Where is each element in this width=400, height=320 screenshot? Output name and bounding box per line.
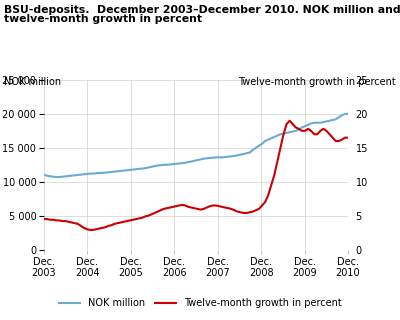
NOK million [115, 169, 120, 173]
Twelve-month growth in percent [226, 206, 231, 210]
Twelve-month growth in percent [287, 119, 292, 123]
Twelve-month growth in percent [346, 136, 350, 140]
Text: NOK million: NOK million [4, 77, 61, 87]
NOK million [54, 175, 59, 179]
Line: NOK million: NOK million [44, 114, 348, 177]
Twelve-month growth in percent [103, 225, 108, 229]
Legend: NOK million, Twelve-month growth in percent: NOK million, Twelve-month growth in perc… [55, 294, 345, 312]
NOK million [226, 155, 231, 159]
Text: twelve-month growth in percent: twelve-month growth in percent [4, 14, 202, 24]
Twelve-month growth in percent [115, 221, 120, 225]
Twelve-month growth in percent [201, 207, 206, 211]
Text: Twelve-month growth in percent: Twelve-month growth in percent [238, 77, 396, 87]
NOK million [346, 112, 350, 116]
NOK million [324, 119, 329, 123]
NOK million [342, 112, 347, 116]
Twelve-month growth in percent [336, 139, 341, 143]
NOK million [333, 117, 338, 121]
Twelve-month growth in percent [42, 217, 46, 221]
Twelve-month growth in percent [88, 228, 92, 232]
NOK million [42, 173, 46, 177]
Line: Twelve-month growth in percent: Twelve-month growth in percent [44, 121, 348, 230]
Twelve-month growth in percent [327, 132, 332, 136]
NOK million [201, 157, 206, 161]
NOK million [103, 171, 108, 174]
Text: BSU-deposits.  December 2003–December 2010. NOK million and: BSU-deposits. December 2003–December 201… [4, 5, 400, 15]
